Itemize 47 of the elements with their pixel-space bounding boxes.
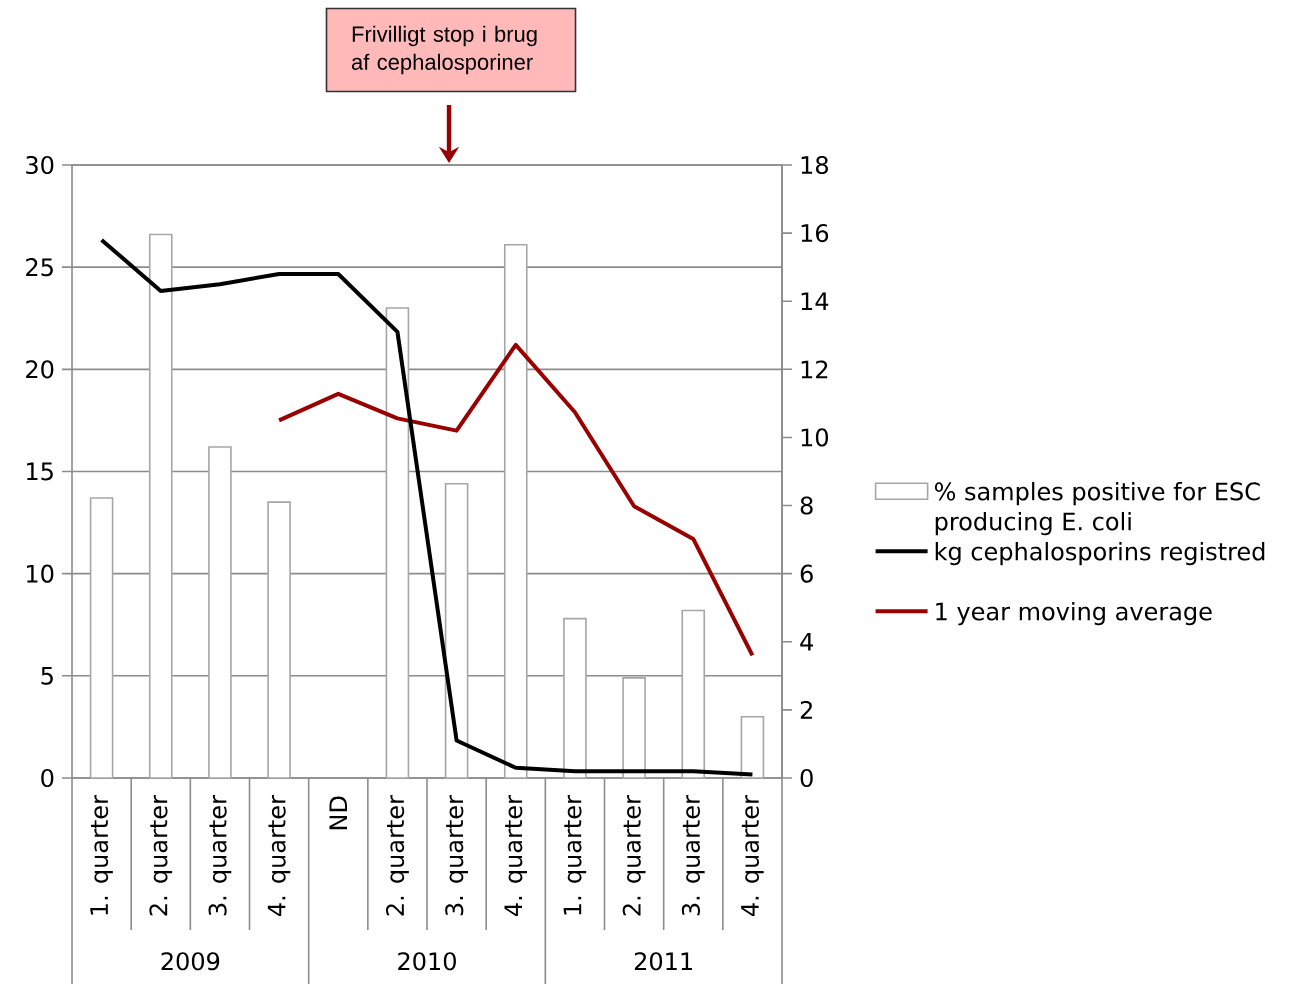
y2-tick-label: 10 bbox=[801, 428, 829, 447]
bar bbox=[503, 243, 528, 779]
bar bbox=[444, 482, 469, 779]
x-tick-label: 3. quarter bbox=[681, 795, 705, 916]
y-tick-label: 25 bbox=[26, 258, 53, 277]
y2-tick-label: 18 bbox=[801, 155, 828, 175]
y2-tick-label: 16 bbox=[801, 224, 829, 243]
bar bbox=[267, 501, 291, 779]
y2-tick-label: 14 bbox=[801, 292, 829, 310]
bar bbox=[148, 233, 173, 779]
y-tick-label: 0 bbox=[41, 768, 54, 788]
y2-tick-label: 0 bbox=[800, 768, 813, 788]
x-tick-label: 1. quarter bbox=[90, 795, 113, 915]
bar bbox=[622, 677, 646, 779]
x-tick-label: 2. quarter bbox=[386, 795, 409, 916]
x-tick-label: ND bbox=[329, 796, 347, 830]
line-series bbox=[277, 342, 755, 658]
y2-tick-label: 12 bbox=[801, 360, 828, 379]
bar bbox=[89, 497, 114, 779]
bar bbox=[385, 307, 410, 779]
x-tick-label: 4. quarter bbox=[741, 795, 764, 917]
bar bbox=[681, 609, 706, 779]
y-tick-label: 20 bbox=[26, 360, 54, 379]
y2-tick-label: 4 bbox=[800, 633, 813, 651]
text: Frivilligt stop i brug af cephalosporiner bbox=[351, 25, 537, 75]
x-tick-label: 3. quarter bbox=[208, 795, 232, 916]
x-tick-label: 1. quarter bbox=[563, 795, 587, 915]
y-tick-label: 30 bbox=[26, 155, 54, 175]
text: 2009 bbox=[161, 952, 220, 971]
y-tick-label: 5 bbox=[41, 666, 53, 685]
y-tick-label: 10 bbox=[27, 564, 54, 583]
bar bbox=[563, 617, 587, 779]
y-tick-label: 15 bbox=[27, 462, 53, 481]
bar bbox=[740, 715, 765, 779]
text: 2011 bbox=[634, 952, 692, 971]
bar bbox=[208, 446, 232, 779]
x-tick-label: 2. quarter bbox=[149, 795, 173, 916]
x-tick-label: 2. quarter bbox=[622, 795, 646, 916]
y2-tick-label: 6 bbox=[800, 564, 813, 583]
y2-tick-label: 2 bbox=[800, 700, 812, 719]
x-tick-label: 3. quarter bbox=[445, 795, 468, 916]
x-tick-label: 4. quarter bbox=[267, 795, 291, 917]
legend-label: kg cephalosporins registred bbox=[935, 541, 1265, 566]
y2-tick-label: 8 bbox=[800, 496, 813, 515]
legend-label: 1 year moving average bbox=[936, 601, 1212, 626]
x-tick-label: 4. quarter bbox=[504, 795, 527, 917]
text: 2010 bbox=[398, 952, 456, 971]
